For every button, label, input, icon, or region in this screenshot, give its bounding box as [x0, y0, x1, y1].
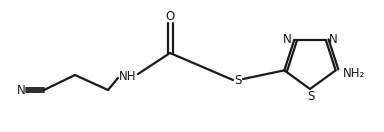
Text: S: S [234, 74, 242, 86]
Text: NH₂: NH₂ [343, 67, 365, 80]
Text: N: N [328, 33, 337, 46]
Text: S: S [307, 91, 314, 103]
Text: N: N [283, 33, 291, 46]
Text: N: N [17, 84, 25, 98]
Text: NH: NH [119, 70, 137, 82]
Text: O: O [166, 10, 175, 22]
